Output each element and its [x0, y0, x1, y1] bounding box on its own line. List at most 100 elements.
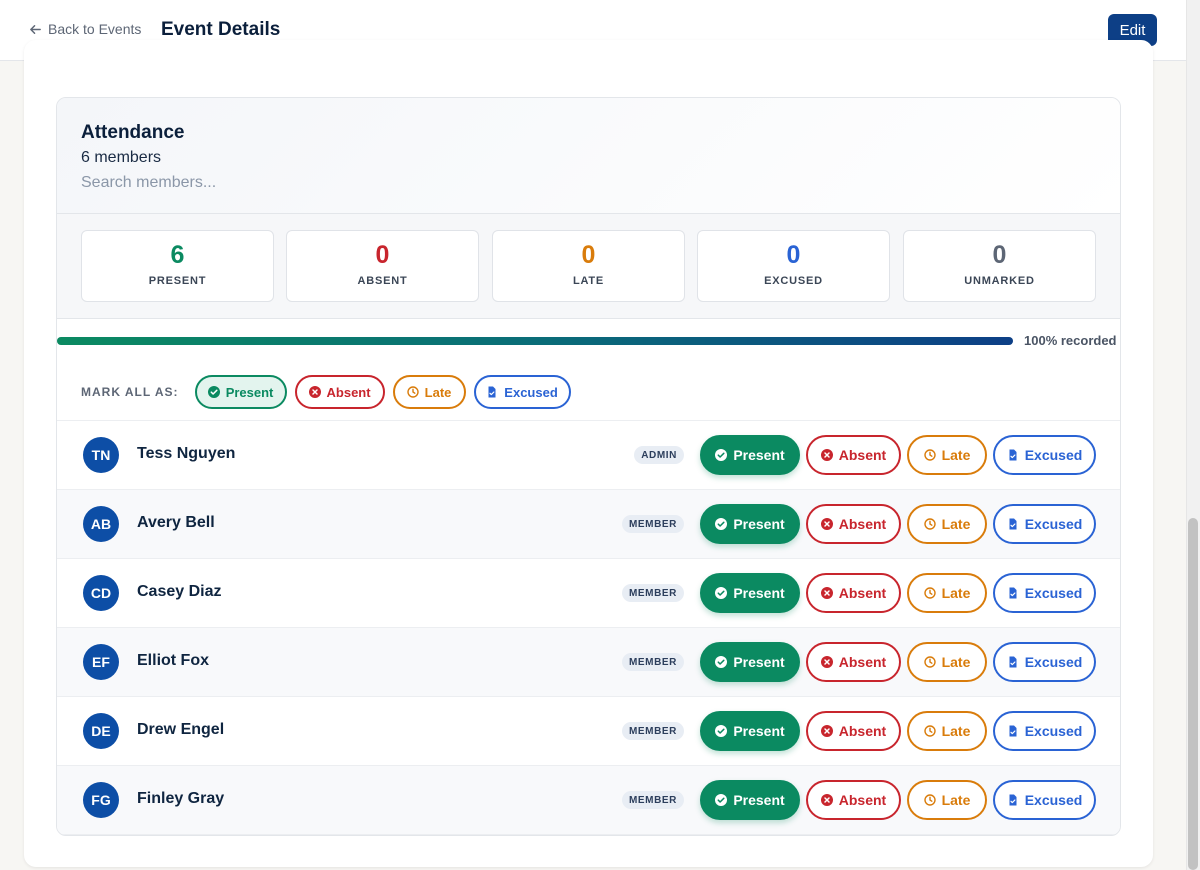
member-name: Elliot Fox	[137, 652, 209, 669]
attendance-title: Attendance	[81, 122, 185, 143]
document-icon	[1009, 518, 1017, 530]
present-button[interactable]: Present	[700, 435, 800, 475]
absent-button[interactable]: Absent	[806, 642, 901, 682]
excused-button[interactable]: Excused	[993, 711, 1096, 751]
search-members-input[interactable]	[81, 172, 481, 194]
absent-label: Absent	[838, 723, 887, 739]
stats-summary: 6 PRESENT 0 ABSENT 0 LATE 0 EXCUSED 0 UN…	[57, 214, 1120, 319]
member-count: 6 members	[81, 149, 162, 166]
absent-label: Absent	[838, 516, 887, 532]
absent-button[interactable]: Absent	[806, 504, 901, 544]
absent-button[interactable]: Absent	[806, 435, 901, 475]
excused-button[interactable]: Excused	[993, 435, 1096, 475]
page-title: Event Details	[161, 19, 281, 40]
clock-icon	[923, 794, 936, 806]
excused-label: Excused	[1024, 447, 1083, 463]
present-button[interactable]: Present	[700, 780, 800, 820]
member-name: Avery Bell	[137, 514, 215, 531]
excused-label: Excused	[1024, 654, 1083, 670]
document-icon	[1009, 656, 1017, 668]
stat-label: EXCUSED	[764, 275, 823, 287]
stat-unmarked: 0 UNMARKED	[903, 230, 1096, 302]
mark-all-present-label: Present	[225, 384, 274, 400]
present-label: Present	[733, 516, 785, 532]
present-button[interactable]: Present	[700, 711, 800, 751]
late-button[interactable]: Late	[907, 504, 987, 544]
stat-late: 0 LATE	[492, 230, 685, 302]
late-button[interactable]: Late	[907, 711, 987, 751]
excused-label: Excused	[1024, 585, 1083, 601]
absent-button[interactable]: Absent	[806, 573, 901, 613]
x-circle-icon	[820, 518, 833, 530]
absent-button[interactable]: Absent	[806, 711, 901, 751]
role-badge: ADMIN	[634, 446, 684, 464]
mark-all-bar: MARK ALL AS: Present Absent Late Excused	[81, 375, 579, 409]
check-circle-icon	[715, 794, 728, 806]
member-name: Tess Nguyen	[137, 445, 236, 462]
present-label: Present	[733, 585, 785, 601]
document-icon	[1009, 725, 1017, 737]
role-badge: MEMBER	[621, 722, 684, 740]
stat-label: UNMARKED	[964, 275, 1035, 287]
excused-button[interactable]: Excused	[993, 642, 1096, 682]
present-button[interactable]: Present	[700, 573, 800, 613]
x-circle-icon	[820, 449, 833, 461]
late-button[interactable]: Late	[907, 435, 987, 475]
x-circle-icon	[820, 587, 833, 599]
clock-icon	[923, 656, 936, 668]
excused-button[interactable]: Excused	[993, 573, 1096, 613]
member-name: Finley Gray	[137, 790, 225, 807]
excused-label: Excused	[1024, 516, 1083, 532]
mark-all-present-button[interactable]: Present	[194, 375, 287, 409]
late-button[interactable]: Late	[907, 780, 987, 820]
clock-icon	[923, 518, 936, 530]
mark-all-absent-label: Absent	[326, 384, 371, 400]
avatar: CD	[83, 575, 119, 611]
member-row: TN Tess Nguyen ADMIN Present Absent Late…	[57, 421, 1120, 490]
excused-button[interactable]: Excused	[993, 504, 1096, 544]
excused-label: Excused	[1024, 723, 1083, 739]
avatar: DE	[83, 713, 119, 749]
mark-all-late-label: Late	[424, 384, 452, 400]
late-label: Late	[941, 585, 971, 601]
check-circle-icon	[715, 587, 728, 599]
mark-all-excused-button[interactable]: Excused	[473, 375, 571, 409]
clock-icon	[923, 587, 936, 599]
progress-bar-fill	[57, 337, 1013, 345]
mark-all-late-button[interactable]: Late	[392, 375, 466, 409]
member-name: Casey Diaz	[137, 583, 222, 600]
present-button[interactable]: Present	[700, 504, 800, 544]
stat-value: 0	[992, 241, 1007, 269]
attendance-header: Attendance 6 members	[57, 98, 1120, 214]
scrollbar-thumb[interactable]	[1188, 518, 1198, 870]
late-label: Late	[941, 723, 971, 739]
back-link-label: Back to Events	[48, 21, 142, 37]
role-badge: MEMBER	[621, 584, 684, 602]
late-button[interactable]: Late	[907, 642, 987, 682]
check-circle-icon	[715, 518, 728, 530]
present-label: Present	[733, 447, 785, 463]
attendance-panel: Attendance 6 members 6 PRESENT 0 ABSENT …	[56, 97, 1121, 836]
absent-label: Absent	[838, 447, 887, 463]
stat-absent: 0 ABSENT	[286, 230, 479, 302]
avatar: EF	[83, 644, 119, 680]
present-button[interactable]: Present	[700, 642, 800, 682]
x-circle-icon	[820, 794, 833, 806]
excused-button[interactable]: Excused	[993, 780, 1096, 820]
member-row: EF Elliot Fox MEMBER Present Absent Late…	[57, 628, 1120, 697]
member-row: DE Drew Engel MEMBER Present Absent Late…	[57, 697, 1120, 766]
absent-button[interactable]: Absent	[806, 780, 901, 820]
late-button[interactable]: Late	[907, 573, 987, 613]
stat-excused: 0 EXCUSED	[697, 230, 890, 302]
stat-value: 0	[375, 241, 390, 269]
avatar: TN	[83, 437, 119, 473]
x-circle-icon	[308, 386, 321, 398]
mark-all-absent-button[interactable]: Absent	[294, 375, 385, 409]
document-icon	[1009, 794, 1017, 806]
check-circle-icon	[715, 656, 728, 668]
stat-label: LATE	[572, 275, 605, 287]
edit-button[interactable]: Edit	[1108, 14, 1157, 46]
document-icon	[1009, 587, 1017, 599]
back-link[interactable]: Back to Events	[29, 21, 141, 37]
member-row: AB Avery Bell MEMBER Present Absent Late…	[57, 490, 1120, 559]
